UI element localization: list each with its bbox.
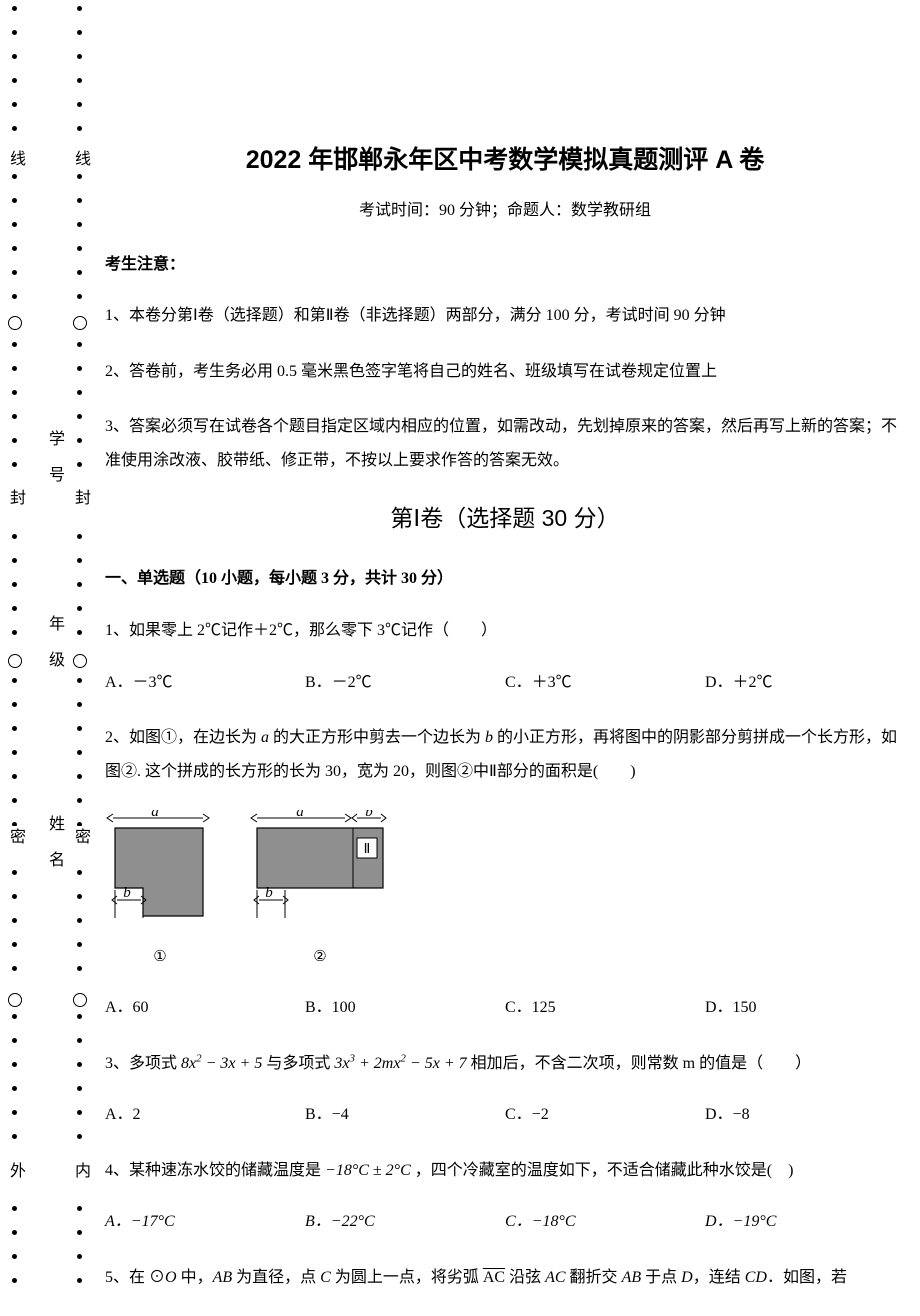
q3-x2: x — [228, 1055, 235, 1072]
notice-item-3: 3、答案必须写在试卷各个题目指定区域内相应的位置，如需改动，先划掉原来的答案，然… — [105, 410, 905, 477]
q3-prefix: 3、多项式 — [105, 1055, 181, 1072]
gutter-circle-icon — [8, 654, 22, 668]
question-1-options: A．－3℃ B．－2℃ C．＋3℃ D．＋2℃ — [105, 670, 905, 696]
dot-column-inner — [77, 0, 83, 1302]
gutter-char: 内 — [68, 1160, 92, 1180]
gutter-circle-icon — [73, 993, 87, 1007]
figure-1-label: ① — [105, 945, 215, 969]
figure-2-label: ② — [245, 945, 395, 969]
figure-1-svg: a b — [105, 810, 215, 930]
q2-var-a: a — [261, 729, 269, 746]
question-3-options: A．2 B．−4 C．−2 D．−8 — [105, 1102, 905, 1128]
q5-text: 5、在 ⊙O 中，AB 为直径，点 C 为圆上一点，将劣弧 AC 沿弦 AC 翻… — [105, 1269, 847, 1286]
q3-poly1: 8x2 − 3x + 5 — [181, 1055, 262, 1072]
q4-c1: C — [358, 1162, 369, 1179]
gutter-char: 线 — [3, 148, 27, 168]
question-4: 4、某种速冻水饺的储藏温度是 −18°C ± 2°C ，四个冷藏室的温度如下，不… — [105, 1154, 905, 1188]
q2-opt-c: C．125 — [505, 995, 705, 1021]
q4-opt-a: A．−17°C — [105, 1209, 305, 1235]
notice-item-1: 1、本卷分第Ⅰ卷（选择题）和第Ⅱ卷（非选择题）两部分，满分 100 分，考试时间… — [105, 299, 905, 333]
q1-opt-a: A．－3℃ — [105, 670, 305, 696]
fig2-b-top-label: b — [365, 810, 373, 820]
fig1-a-label: a — [151, 810, 159, 820]
question-3: 3、多项式 8x2 − 3x + 5 与多项式 3x3 + 2mx2 − 5x … — [105, 1047, 905, 1081]
binding-field-label: 学号 — [42, 430, 66, 502]
question-4-options: A．−17°C B．−22°C C．−18°C D．−19°C — [105, 1209, 905, 1235]
q1-opt-c: C．＋3℃ — [505, 670, 705, 696]
gutter-circle-icon — [8, 993, 22, 1007]
gutter-circle-icon — [8, 316, 22, 330]
binding-field-label: 年级 — [42, 615, 66, 687]
question-2-options: A．60 B．100 C．125 D．150 — [105, 995, 905, 1021]
notice-item-2: 2、答卷前，考生务必用 0.5 毫米黑色签字笔将自己的姓名、班级填写在试卷规定位… — [105, 355, 905, 389]
gutter-char: 密 — [68, 826, 92, 846]
q4-opt-d: D．−19°C — [705, 1209, 905, 1235]
q2-var-b: b — [485, 729, 493, 746]
q2-opt-a: A．60 — [105, 995, 305, 1021]
gutter-outer: 线封密外 — [0, 0, 30, 1302]
q4-prefix: 4、某种速冻水饺的储藏温度是 — [105, 1162, 325, 1179]
q2-text-a: 2、如图①，在边长为 — [105, 729, 261, 746]
q3-opt-d: D．−8 — [705, 1102, 905, 1128]
gutter-char: 封 — [68, 487, 92, 507]
fig1-b-label: b — [123, 885, 131, 901]
q3-m: m — [382, 1055, 394, 1072]
q2-figures: a b ① a b — [105, 810, 905, 969]
gutter-circle-icon — [73, 316, 87, 330]
q3-mid: 与多项式 — [262, 1055, 334, 1072]
fig2-II-label: Ⅱ — [364, 842, 371, 857]
page-content: 2022 年邯郸永年区中考数学模拟真题测评 A 卷 考试时间：90 分钟；命题人… — [105, 0, 905, 1316]
question-1: 1、如果零上 2℃记作＋2℃，那么零下 3℃记作（ ） — [105, 614, 905, 648]
notice-heading: 考生注意： — [105, 252, 905, 278]
question-5: 5、在 ⊙O 中，AB 为直径，点 C 为圆上一点，将劣弧 AC 沿弦 AC 翻… — [105, 1261, 905, 1295]
q1-opt-b: B．－2℃ — [305, 670, 505, 696]
gutter-char: 密 — [3, 826, 27, 846]
binding-field-label: 姓名 — [42, 815, 66, 887]
gutter-circle-icon — [73, 654, 87, 668]
q3-opt-a: A．2 — [105, 1102, 305, 1128]
q3-sup1: 2 — [196, 1052, 202, 1064]
figure-1-wrap: a b ① — [105, 810, 215, 969]
figure-2-wrap: a b Ⅱ b ② — [245, 810, 395, 969]
gutter-char: 封 — [3, 487, 27, 507]
q3-x5: x — [433, 1055, 440, 1072]
subsection-heading: 一、单选题（10 小题，每小题 3 分，共计 30 分） — [105, 566, 905, 592]
exam-subtitle: 考试时间：90 分钟；命题人：数学教研组 — [105, 198, 905, 224]
figure-2-svg: a b Ⅱ b — [245, 810, 395, 930]
q3-suffix: 相加后，不含二次项，则常数 m 的值是（ ） — [467, 1055, 811, 1072]
fig2-b-label: b — [265, 885, 273, 901]
q1-opt-d: D．＋2℃ — [705, 670, 905, 696]
q4-opt-b: B．−22°C — [305, 1209, 505, 1235]
q4-suffix: ，四个冷藏室的温度如下，不适合储藏此种水饺是( ) — [411, 1162, 794, 1179]
q3-sup2: 3 — [349, 1052, 355, 1064]
q3-opt-c: C．−2 — [505, 1102, 705, 1128]
gutter-char: 外 — [3, 1160, 27, 1180]
fig2-a-label: a — [296, 810, 304, 820]
exam-title: 2022 年邯郸永年区中考数学模拟真题测评 A 卷 — [105, 140, 905, 180]
q4-opt-c: C．−18°C — [505, 1209, 705, 1235]
q2-opt-b: B．100 — [305, 995, 505, 1021]
q2-text-b: 的大正方形中剪去一个边长为 — [269, 729, 485, 746]
q3-poly2: 3x3 + 2mx2 − 5x + 7 — [334, 1055, 466, 1072]
section-1-heading: 第Ⅰ卷（选择题 30 分） — [105, 500, 905, 537]
gutter-char: 线 — [68, 148, 92, 168]
q4-temp: −18°C ± 2°C — [325, 1162, 411, 1179]
question-2: 2、如图①，在边长为 a 的大正方形中剪去一个边长为 b 的小正方形，再将图中的… — [105, 721, 905, 788]
q3-sup3: 2 — [400, 1052, 406, 1064]
dot-column-outer — [12, 0, 18, 1302]
q2-opt-d: D．150 — [705, 995, 905, 1021]
gutter-inner: 线封密内 — [65, 0, 95, 1302]
q3-opt-b: B．−4 — [305, 1102, 505, 1128]
q4-c2: C — [400, 1162, 411, 1179]
